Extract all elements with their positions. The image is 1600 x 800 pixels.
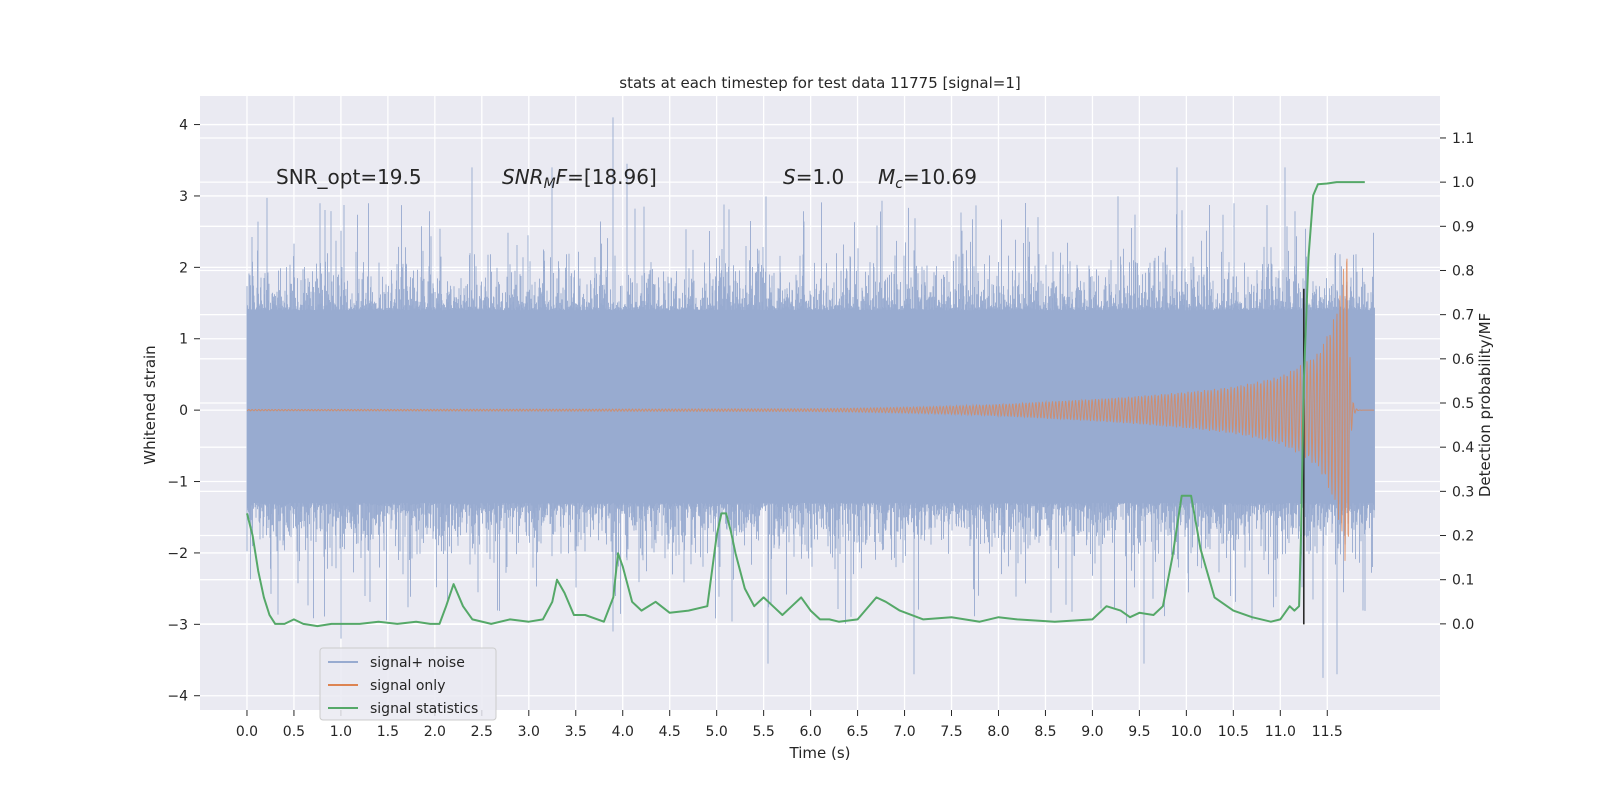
y-right-tick-label-1: 0.1 — [1452, 573, 1474, 589]
x-tick-label-13: 6.5 — [846, 724, 868, 740]
x-axis-label: Time (s) — [789, 744, 851, 762]
annotation-mc-value: =10.69 — [903, 165, 977, 189]
y-right-tick-label-3: 0.3 — [1452, 484, 1474, 500]
x-tick-label-18: 9.0 — [1081, 724, 1103, 740]
y-right-tick-label-6: 0.6 — [1452, 352, 1474, 368]
annotation-s-value: =1.0 — [796, 165, 845, 189]
y-left-tick-label-2: −2 — [167, 546, 188, 562]
annotation-snr-mf-symbol: SNR — [502, 165, 544, 189]
x-tick-label-4: 2.0 — [424, 724, 446, 740]
chart-title: stats at each timestep for test data 117… — [619, 74, 1020, 92]
y-left-tick-label-1: −3 — [167, 617, 188, 633]
annotation-snr-mf-sub: M — [544, 176, 556, 192]
legend: signal+ noise signal only signal statist… — [319, 647, 497, 721]
y-left-tick-label-5: 1 — [179, 332, 188, 348]
annotation-snr-mf-value: =[18.96] — [567, 165, 657, 189]
legend-label-signal-statistics: signal statistics — [370, 701, 478, 717]
y-right-tick-label-10: 1.0 — [1452, 175, 1474, 191]
x-tick-label-12: 6.0 — [799, 724, 821, 740]
x-tick-label-6: 3.0 — [518, 724, 540, 740]
legend-label-signal-noise: signal+ noise — [370, 655, 465, 671]
x-tick-label-0: 0.0 — [236, 724, 258, 740]
legend-label-signal-only: signal only — [370, 678, 445, 694]
annotation-snr-mf-f: F — [556, 165, 568, 189]
x-tick-label-20: 10.0 — [1171, 724, 1202, 740]
y-axis-label-left: Whitened strain — [141, 345, 159, 464]
y-right-tick-label-8: 0.8 — [1452, 263, 1474, 279]
x-tick-label-19: 9.5 — [1128, 724, 1150, 740]
annotation-snr-mf: SNRMF=[18.96] — [502, 165, 657, 192]
y-right-tick-label-7: 0.7 — [1452, 308, 1474, 324]
x-tick-label-1: 0.5 — [283, 724, 305, 740]
x-tick-label-17: 8.5 — [1034, 724, 1056, 740]
x-tick-label-3: 1.5 — [377, 724, 399, 740]
y-right-tick-label-11: 1.1 — [1452, 131, 1474, 147]
x-tick-label-5: 2.5 — [471, 724, 493, 740]
y-left-tick-label-3: −1 — [167, 475, 188, 491]
ticks-layer: 0.0 0.5 1.0 1.5 2.0 2.5 3.0 3.5 4.0 4.5 5.0 5.5 6.0 6… — [167, 118, 1474, 740]
y-left-tick-label-8: 4 — [179, 118, 188, 134]
x-tick-label-11: 5.5 — [753, 724, 775, 740]
x-tick-label-21: 10.5 — [1218, 724, 1249, 740]
x-tick-label-23: 11.5 — [1312, 724, 1343, 740]
annotation-snr-opt: SNR_opt=19.5 — [276, 165, 422, 189]
x-tick-label-9: 4.5 — [659, 724, 681, 740]
annotation-mc-symbol: M — [878, 165, 895, 189]
x-tick-label-14: 7.0 — [893, 724, 915, 740]
annotation-mc-sub: c — [895, 176, 903, 192]
legend-box — [319, 647, 497, 721]
annotation-s-symbol: S — [783, 165, 796, 189]
x-tick-label-2: 1.0 — [330, 724, 352, 740]
x-tick-label-15: 7.5 — [940, 724, 962, 740]
y-right-tick-label-2: 0.2 — [1452, 529, 1474, 545]
y-left-tick-label-7: 3 — [179, 189, 188, 205]
y-right-tick-label-4: 0.4 — [1452, 440, 1474, 456]
y-right-tick-label-0: 0.0 — [1452, 617, 1474, 633]
annotation-s: S=1.0 — [783, 165, 844, 189]
series-signal-statistics — [246, 181, 1365, 628]
series-signal-only — [246, 258, 1374, 561]
y-left-tick-label-0: −4 — [167, 689, 188, 705]
annotation-mc: Mc=10.69 — [878, 165, 977, 192]
x-tick-label-10: 5.0 — [706, 724, 728, 740]
y-left-tick-label-4: 0 — [179, 403, 188, 419]
x-tick-label-8: 4.0 — [612, 724, 634, 740]
x-tick-label-22: 11.0 — [1265, 724, 1296, 740]
series-layer — [246, 117, 1375, 678]
y-right-tick-label-5: 0.5 — [1452, 396, 1474, 412]
x-tick-label-7: 3.5 — [565, 724, 587, 740]
y-left-tick-label-6: 2 — [179, 260, 188, 276]
y-right-tick-label-9: 0.9 — [1452, 219, 1474, 235]
y-axis-label-right: Detection probability/MF — [1476, 313, 1494, 497]
x-tick-label-16: 8.0 — [987, 724, 1009, 740]
